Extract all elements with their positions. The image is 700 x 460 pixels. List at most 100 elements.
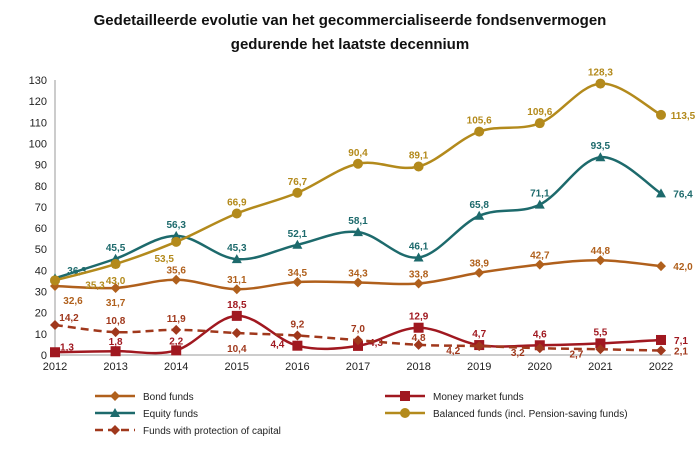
data-label: 66,9 xyxy=(227,197,247,208)
data-point xyxy=(110,282,121,293)
data-label: 53,5 xyxy=(154,254,174,265)
x-tick-label: 2022 xyxy=(649,361,673,373)
legend-marker xyxy=(110,408,120,417)
data-point xyxy=(292,277,303,288)
data-point xyxy=(110,259,121,270)
data-label: 35,6 xyxy=(166,266,186,277)
data-point xyxy=(413,322,424,333)
data-label: 35,3 xyxy=(85,280,105,291)
y-tick-label: 40 xyxy=(35,265,47,277)
data-point xyxy=(231,310,242,321)
y-tick-label: 120 xyxy=(29,96,47,108)
data-label: 93,5 xyxy=(591,141,611,152)
data-label: 90,4 xyxy=(348,148,368,159)
data-label: 5,5 xyxy=(593,327,607,338)
data-label: 38,9 xyxy=(469,259,489,270)
data-label: 7,1 xyxy=(674,336,688,347)
data-label: 1,8 xyxy=(109,337,123,348)
legend-label: Money market funds xyxy=(433,392,524,403)
data-point xyxy=(292,340,303,351)
data-point xyxy=(656,334,666,345)
y-tick-label: 30 xyxy=(35,287,47,299)
data-point xyxy=(534,259,545,270)
data-label: 109,6 xyxy=(527,107,552,118)
data-label: 32,6 xyxy=(63,296,83,307)
data-label: 113,5 xyxy=(671,111,696,122)
data-label: 3,2 xyxy=(511,348,525,359)
data-point xyxy=(353,158,363,169)
data-label: 2,2 xyxy=(169,336,183,347)
data-point xyxy=(110,327,121,338)
data-label: 34,3 xyxy=(348,268,368,279)
data-label: 4,4 xyxy=(270,340,284,351)
data-label: 10,4 xyxy=(227,344,247,355)
data-point xyxy=(292,239,303,249)
data-point xyxy=(171,324,182,335)
chart-title-line2: gedurende het laatste decennium xyxy=(230,36,470,53)
data-point xyxy=(595,338,606,349)
data-point xyxy=(353,340,363,351)
y-tick-label: 70 xyxy=(35,202,47,214)
data-point xyxy=(534,343,545,354)
data-point xyxy=(231,284,242,295)
data-point xyxy=(231,254,242,264)
data-point xyxy=(353,277,363,288)
data-point xyxy=(171,274,182,285)
data-label: 12,9 xyxy=(409,312,429,323)
data-point xyxy=(292,187,303,198)
data-label: 4,2 xyxy=(446,346,460,357)
data-point xyxy=(413,339,424,350)
legend-label: Bond funds xyxy=(143,392,194,403)
x-tick-label: 2018 xyxy=(406,361,430,373)
data-label: 76,7 xyxy=(288,177,308,188)
x-tick-label: 2021 xyxy=(588,361,612,373)
data-point xyxy=(50,319,60,330)
legend-label: Balanced funds (incl. Pension-saving fun… xyxy=(433,409,628,420)
series-line xyxy=(54,82,662,282)
data-label: 9,2 xyxy=(290,320,304,331)
data-label: 31,7 xyxy=(106,298,126,309)
x-tick-label: 2019 xyxy=(467,361,491,373)
data-label: 46,1 xyxy=(409,241,429,252)
data-point xyxy=(656,188,666,198)
x-tick-label: 2017 xyxy=(346,361,370,373)
legend-label: Equity funds xyxy=(143,409,198,420)
data-label: 44,8 xyxy=(591,246,611,257)
y-tick-label: 110 xyxy=(29,117,47,129)
legend-label: Funds with protection of capital xyxy=(143,426,281,437)
data-label: 1,3 xyxy=(60,342,74,353)
data-label: 71,1 xyxy=(530,189,550,200)
data-label: 58,1 xyxy=(348,216,368,227)
x-tick-label: 2013 xyxy=(103,361,127,373)
x-tick-label: 2012 xyxy=(43,361,67,373)
data-point xyxy=(413,161,424,172)
data-point xyxy=(474,341,485,352)
data-label: 4,7 xyxy=(472,329,486,340)
data-point xyxy=(595,255,606,266)
data-point xyxy=(656,109,666,120)
data-label: 42,0 xyxy=(673,262,693,273)
data-point xyxy=(595,152,606,162)
data-point xyxy=(656,261,666,272)
data-label: 42,7 xyxy=(530,251,550,262)
data-label: 14,2 xyxy=(59,313,79,324)
data-point xyxy=(474,126,485,137)
data-label: 89,1 xyxy=(409,151,429,162)
data-point xyxy=(413,252,424,262)
data-label: 18,5 xyxy=(227,300,247,311)
data-label: 2,1 xyxy=(674,347,688,358)
data-label: 76,4 xyxy=(673,189,693,200)
data-point xyxy=(474,210,485,220)
data-label: 45,5 xyxy=(106,243,126,254)
y-tick-label: 100 xyxy=(29,138,47,150)
data-label: 33,8 xyxy=(409,270,429,281)
series-line xyxy=(54,155,662,280)
data-label: 36,3 xyxy=(67,266,87,277)
legend-marker xyxy=(110,391,120,401)
y-tick-label: 90 xyxy=(35,160,47,172)
data-label: 45,3 xyxy=(227,243,247,254)
data-point xyxy=(50,347,60,358)
data-label: 11,9 xyxy=(167,314,186,325)
